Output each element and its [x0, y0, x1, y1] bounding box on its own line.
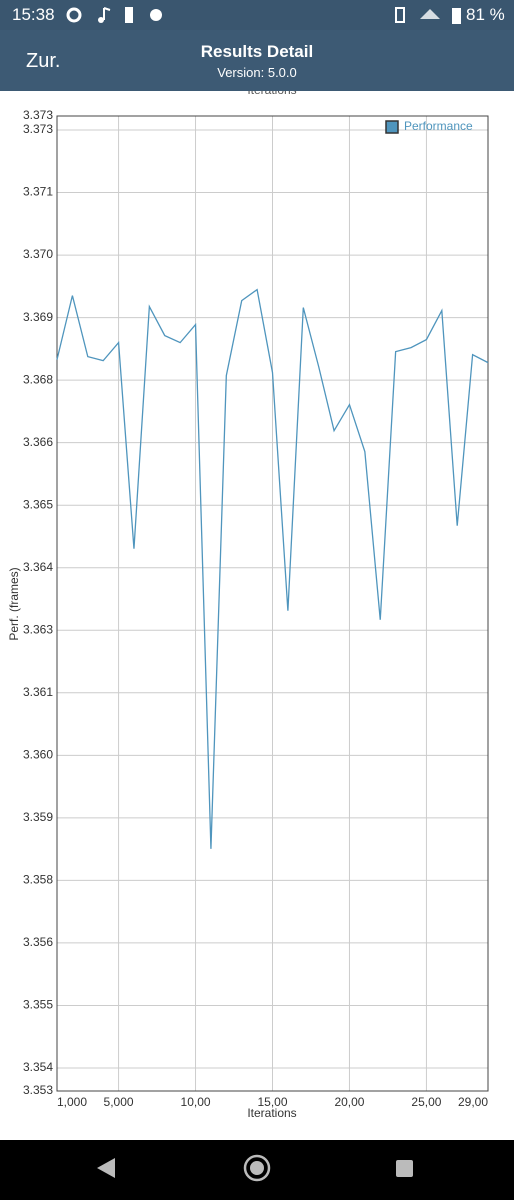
navigation-bar: [0, 1140, 514, 1200]
y-axis-title: Perf. (frames): [7, 567, 21, 640]
nav-icons: [97, 1154, 413, 1182]
battery-level-icon: [452, 8, 461, 24]
y-tick-label: 3.373: [23, 122, 53, 136]
battery-text: 81 %: [466, 5, 505, 24]
x-tick-label: 20,00: [334, 1095, 364, 1109]
x-tick-label: 10,00: [181, 1095, 211, 1109]
x-tick-label: 25,00: [411, 1095, 441, 1109]
wifi-icon: [420, 9, 440, 19]
x-tick-label: 29,00: [458, 1095, 488, 1109]
status-right-icons: [395, 7, 461, 24]
x-tick-label: 15,00: [257, 1095, 287, 1109]
status-bar: 15:38 81 %: [0, 0, 514, 30]
y-tick-label: 3.364: [23, 560, 53, 574]
music-icon-dot: [98, 17, 104, 23]
y-tick-label: 3.356: [23, 935, 53, 949]
y-tick-label: 3.371: [23, 185, 53, 199]
back-nav[interactable]: [97, 1158, 115, 1178]
y-tick-label: 3.359: [23, 810, 53, 824]
x-tick-label: 5,000: [104, 1095, 134, 1109]
top-x-axis-title: Iterations: [247, 91, 296, 97]
back-button[interactable]: Zur.: [26, 50, 61, 72]
y-tick-label: 3.355: [23, 998, 53, 1012]
plot-border: [56, 115, 489, 1092]
home-nav-dot: [250, 1161, 264, 1175]
y-tick-label: 3.353: [23, 1083, 53, 1097]
legend-label: Performance: [404, 119, 473, 133]
music-icon: [103, 7, 111, 20]
settings-icon: [66, 7, 82, 23]
series-line: [56, 288, 489, 849]
app-header: Zur. Results Detail Version: 5.0.0: [0, 30, 514, 91]
vibrate-icon: [395, 7, 405, 23]
x-tick-label: 1,000: [57, 1095, 87, 1109]
y-tick-label: 3.365: [23, 497, 53, 511]
chart: Iterations 3.353 3.354 3.355 3.356 3.358 3.359…: [7, 91, 489, 1120]
y-tick-label: 3.368: [23, 372, 53, 386]
y-tick-label: 3.366: [23, 435, 53, 449]
header-title: Results Detail: [200, 42, 314, 61]
y-tick-label: 3.354: [23, 1060, 53, 1074]
y-tick-label: 3.360: [23, 747, 53, 761]
recents-nav[interactable]: [396, 1160, 413, 1177]
legend-swatch: [385, 120, 399, 134]
header-subtitle: Version: 5.0.0: [217, 65, 297, 80]
y-tick-label: 3.370: [23, 247, 53, 261]
y-tick-label: 3.363: [23, 622, 53, 636]
battery-icon: [125, 7, 133, 23]
y-tick-label: 3.361: [23, 685, 53, 699]
brightness-icon: [150, 9, 162, 21]
x-axis-title: Iterations: [247, 1106, 296, 1120]
home-nav[interactable]: [243, 1154, 271, 1182]
y-tick-label: 3.373: [23, 108, 53, 122]
y-tick-label: 3.358: [23, 873, 53, 887]
y-tick-label: 3.369: [23, 310, 53, 324]
time: 15:38: [12, 5, 55, 24]
status-icons: [66, 7, 162, 23]
